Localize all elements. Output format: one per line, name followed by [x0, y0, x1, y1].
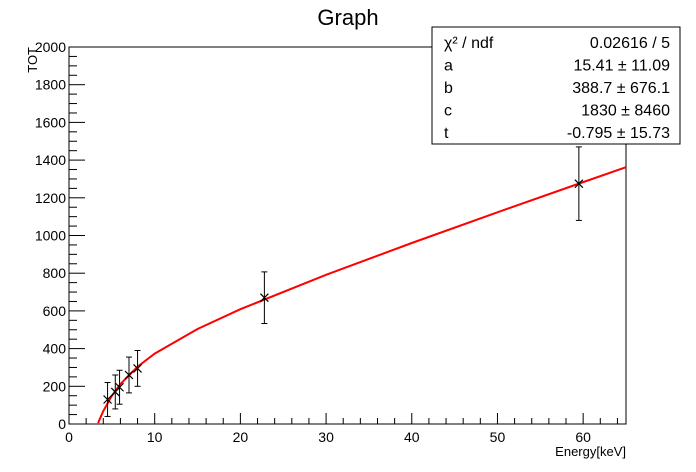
stats-value: 15.41 ± 11.09	[573, 58, 670, 75]
stats-label: χ² / ndf	[444, 35, 494, 52]
data-point	[574, 179, 584, 189]
y-tick-label: 1800	[35, 77, 66, 93]
x-tick-label: 10	[147, 429, 163, 445]
x-tick-label: 50	[490, 429, 506, 445]
y-tick-label: 200	[43, 378, 67, 394]
y-tick-label: 800	[43, 265, 67, 281]
stats-label: b	[444, 80, 453, 97]
y-tick-label: 1600	[35, 114, 66, 130]
data-point	[133, 363, 142, 373]
stats-label: c	[444, 103, 452, 120]
x-tick-label: 30	[318, 429, 334, 445]
stats-box: χ² / ndf 0.02616 / 5 a 15.41 ± 11.09 b 388.7 …	[431, 26, 681, 145]
stats-value: 388.7 ± 676.1	[572, 80, 670, 97]
x-axis-label: Energy[keV]	[555, 444, 626, 459]
data-point	[115, 382, 124, 392]
y-tick-label: 2000	[35, 39, 66, 55]
stats-value: 1830 ± 8460	[581, 103, 670, 120]
data-point	[259, 293, 269, 303]
x-tick-label: 20	[233, 429, 249, 445]
data-point	[103, 395, 112, 404]
x-tick-label: 0	[65, 429, 73, 445]
stats-frame	[431, 26, 681, 145]
y-tick-label: 600	[43, 303, 67, 319]
data-point	[124, 370, 134, 380]
y-tick-label: 400	[43, 341, 67, 357]
y-tick-label: 1200	[35, 190, 66, 206]
chart-title: Graph	[317, 5, 378, 30]
y-tick-label: 0	[58, 416, 66, 432]
fit-curve	[97, 166, 627, 424]
stats-value: 0.02616 / 5	[590, 35, 670, 52]
y-tick-label: 1000	[35, 228, 66, 244]
x-tick-label: 60	[575, 429, 591, 445]
y-axis-label: TOT	[25, 47, 40, 73]
stats-label: t	[444, 125, 449, 142]
stats-value: -0.795 ± 15.73	[567, 125, 670, 142]
stats-label: a	[444, 58, 453, 75]
y-tick-label: 1400	[35, 152, 66, 168]
x-tick-label: 40	[404, 429, 420, 445]
